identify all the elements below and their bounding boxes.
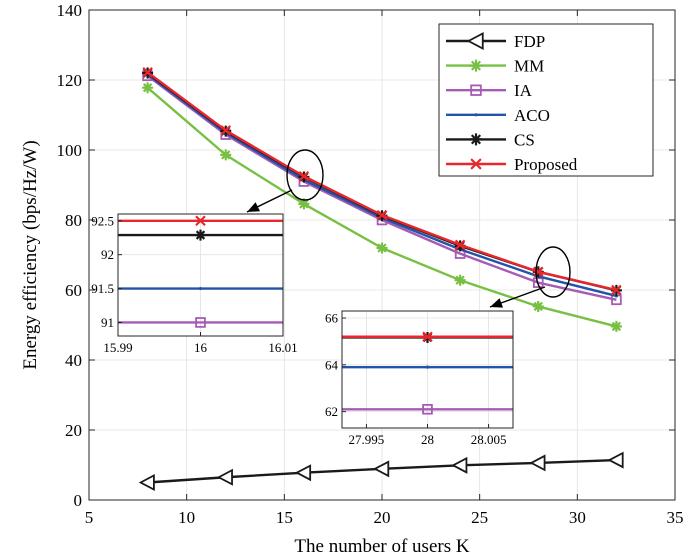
data-point-mm [610, 320, 622, 332]
inset-point-proposed [422, 331, 433, 343]
data-point-fdp [373, 460, 390, 478]
inset-x-tick-label: 28 [421, 432, 434, 447]
legend-marker-aco [474, 113, 478, 117]
y-tick-label: 20 [65, 421, 82, 440]
legend-item-proposed: Proposed [446, 155, 578, 174]
data-point-proposed [376, 209, 388, 221]
data-point-proposed [142, 67, 153, 78]
legend-marker-fdp [466, 32, 484, 50]
zoom-ellipse-k28 [535, 246, 571, 298]
inset-y-tick-label: 92.5 [91, 213, 114, 228]
inset-y-tick-label: 92 [101, 247, 114, 262]
inset-x-tick-label: 16.01 [268, 340, 297, 355]
zoom-arrow-k16-head [247, 202, 260, 212]
data-point-ia [532, 277, 544, 288]
x-tick-label: 30 [569, 508, 586, 527]
y-tick-label: 60 [65, 281, 82, 300]
data-point-mm [298, 198, 310, 210]
x-tick-label: 35 [667, 508, 684, 527]
series-proposed [142, 67, 622, 296]
legend-marker-cs [470, 133, 482, 146]
data-point-mm [220, 149, 232, 161]
series-mm [142, 82, 622, 332]
zoom-inset-k16: 15.99 16 16.01 91 91.5 92 92.5 [91, 213, 297, 355]
zoom-callouts [246, 149, 571, 308]
legend-box [438, 23, 654, 177]
inset-y-tick-label: 64 [325, 357, 339, 372]
legend-item-aco: ACO [446, 106, 550, 125]
y-tick-label: 0 [74, 491, 83, 510]
legend-label-ia: IA [514, 81, 533, 100]
inset-point-cs [195, 229, 206, 241]
inset-point-proposed [195, 215, 206, 227]
legend-label-aco: ACO [514, 106, 550, 125]
y-axis-label: Energy efficiency (bps/Hz/W) [20, 140, 41, 369]
data-point-mm [142, 82, 154, 94]
inset-y-tick-label: 66 [325, 311, 339, 326]
x-tick-label: 10 [178, 508, 195, 527]
inset-point-aco [425, 365, 430, 369]
zoom-arrow-k28-head [490, 298, 503, 308]
legend-item-cs: CS [446, 130, 535, 149]
legend-item-fdp: FDP [446, 32, 545, 51]
inset-x-tick-label: 15.99 [103, 340, 132, 355]
legend-item-ia: IA [446, 81, 533, 100]
data-point-proposed [298, 170, 310, 182]
inset-y-tick-label: 62 [325, 404, 338, 419]
data-point-fdp [607, 451, 624, 469]
x-tick-label: 15 [276, 508, 293, 527]
legend-label-proposed: Proposed [514, 155, 578, 174]
data-point-mm [376, 242, 388, 254]
zoom-arrow-k16 [246, 189, 293, 213]
data-point-mm [532, 300, 544, 312]
zoom-arrow-k28 [489, 286, 546, 308]
data-point-fdp [138, 474, 155, 491]
inset-y-tick-label: 91.5 [91, 281, 114, 296]
y-tick-label: 120 [57, 71, 83, 90]
legend-item-mm: MM [446, 57, 544, 76]
data-point-proposed [611, 284, 622, 296]
inset-x-tick-label: 27.995 [349, 432, 385, 447]
y-tick-label: 140 [57, 1, 83, 20]
data-point-mm [454, 274, 466, 286]
zoom-inset-k28: 27.995 28 28.005 62 64 66 [325, 310, 514, 447]
inset-y-tick-label: 91 [101, 315, 114, 330]
inset-point-ia [422, 403, 433, 415]
x-tick-label: 25 [471, 508, 488, 527]
data-point-fdp [529, 454, 546, 472]
x-tick-label: 20 [374, 508, 391, 527]
legend-label-cs: CS [514, 130, 535, 149]
x-tick-label: 5 [85, 508, 94, 527]
data-point-fdp [216, 468, 233, 486]
legend-marker-ia [470, 84, 482, 96]
inset-x-tick-label: 16 [194, 340, 208, 355]
data-point-proposed [532, 266, 544, 278]
x-axis-label: The number of users K [294, 536, 469, 557]
data-point-proposed [220, 125, 232, 136]
data-point-proposed [454, 239, 466, 251]
y-tick-label: 100 [57, 141, 83, 160]
legend-marker-proposed [470, 158, 482, 170]
data-point-fdp [451, 456, 468, 474]
legend-label-fdp: FDP [514, 32, 545, 51]
legend-marker-mm [470, 59, 482, 72]
zoom-ellipse-k16 [286, 149, 324, 201]
inset-x-tick-label: 28.005 [471, 432, 507, 447]
legend: FDP MM IA ACO CS Proposed [438, 23, 654, 177]
y-tick-label: 40 [65, 351, 82, 370]
data-point-fdp [294, 464, 312, 482]
series-fdp [138, 451, 624, 491]
main-ticks: 5 10 15 20 25 30 35 0 20 40 60 80 100 120 140 [57, 1, 684, 527]
legend-label-mm: MM [514, 57, 544, 76]
y-tick-label: 80 [65, 211, 82, 230]
inset-point-aco [198, 286, 203, 291]
inset-point-ia [195, 317, 206, 328]
